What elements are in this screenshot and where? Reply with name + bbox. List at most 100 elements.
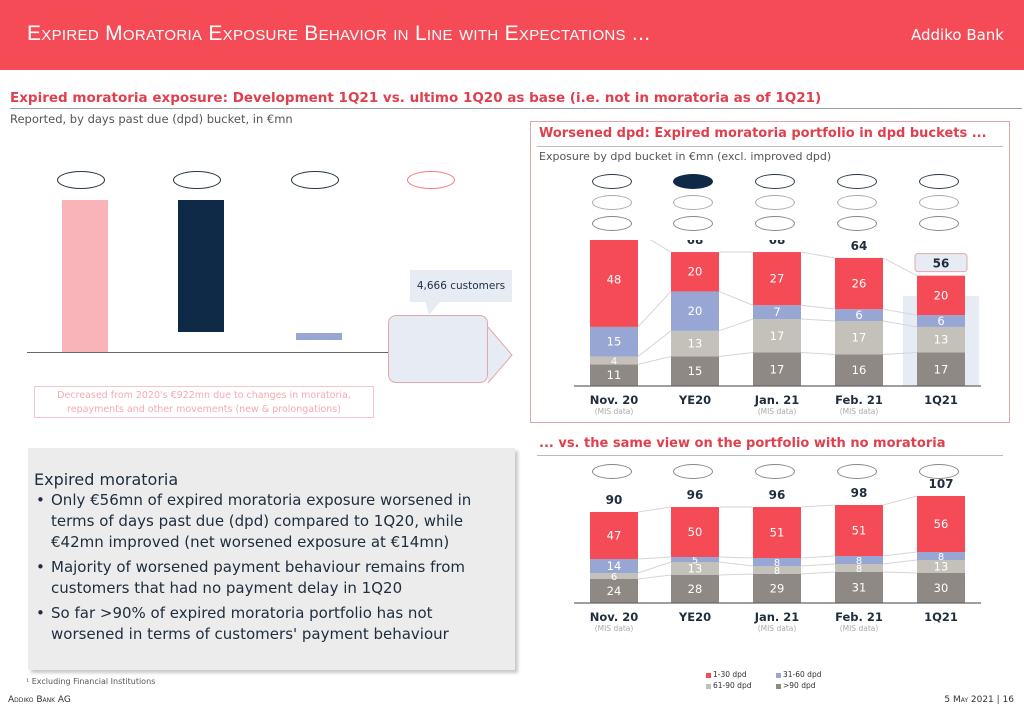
total-label: 96 <box>687 488 704 502</box>
connector-line <box>882 559 918 565</box>
bar-segment-61-90-dpd <box>753 566 801 574</box>
connector-line <box>649 240 672 253</box>
page-title: Expired Moratoria Exposure Behavior in L… <box>27 22 651 45</box>
metric-badge <box>592 464 632 479</box>
total-label: 96 <box>769 488 786 502</box>
connector-line <box>800 555 836 559</box>
metric-badge <box>837 216 877 231</box>
connector-line <box>637 574 672 580</box>
connector-line <box>800 304 836 310</box>
percentage-badge <box>407 171 455 189</box>
panel-subtitle: Exposure by dpd bucket in €mn (excl. imp… <box>539 150 832 163</box>
legend-item: 31-60 dpd <box>776 670 821 679</box>
metric-badge <box>755 195 795 210</box>
segment-value-label: 4 <box>611 356 617 367</box>
summary-bullet: Only €56mn of expired moratoria exposure… <box>34 490 509 553</box>
metric-badge <box>755 174 795 189</box>
worsened-dpd-panel <box>530 121 1010 423</box>
bar-segment--90-dpd <box>917 352 965 386</box>
legend-swatch <box>776 672 781 678</box>
metric-badge <box>673 216 713 231</box>
segment-value-label: 56 <box>934 517 949 531</box>
connector-line <box>800 318 836 322</box>
legend-swatch <box>706 683 711 689</box>
bar-segment-61-90-dpd <box>671 562 719 575</box>
segment-value-label: 28 <box>688 582 703 596</box>
category-label: YE20 <box>678 610 711 624</box>
summary-bullet: So far >90% of expired moratoria portfol… <box>34 603 509 645</box>
footer-company: Addiko Bank AG <box>8 695 71 705</box>
legend-swatch <box>706 672 711 678</box>
connector-line <box>637 355 672 365</box>
connector-line <box>882 571 918 574</box>
x-axis-line <box>27 352 494 353</box>
connector-line <box>718 561 754 567</box>
connector-line <box>637 561 672 574</box>
segment-value-label: 8 <box>774 566 780 577</box>
category-label: Nov. 20 <box>590 393 638 407</box>
connector-line <box>718 352 754 357</box>
category-label: Feb. 21 <box>835 610 883 624</box>
summary-title: Expired moratoria <box>34 470 179 489</box>
bar-segment-61-90-dpd <box>917 326 965 353</box>
bar-segment--90-dpd <box>590 364 638 386</box>
percentage-badge <box>291 171 339 189</box>
connector-line <box>800 251 836 259</box>
metric-badge <box>673 174 713 189</box>
legend-item: 1-30 dpd <box>706 670 747 679</box>
segment-value-label: 20 <box>934 288 949 302</box>
bar-segment-31-60-dpd <box>590 559 638 573</box>
bar-segment-61-90-dpd <box>671 330 719 357</box>
total-label: 56 <box>933 257 950 271</box>
segment-value-label: 8 <box>856 564 862 575</box>
bar-segment-61-90-dpd <box>590 573 638 579</box>
connector-line <box>637 506 672 513</box>
segment-value-label: 51 <box>770 526 785 540</box>
bar-segment-1-30-dpd <box>917 496 965 552</box>
segment-value-label: 51 <box>852 524 867 538</box>
bar-segment-1-30-dpd <box>835 505 883 556</box>
worsened-highlight-box <box>388 315 488 383</box>
legend-label: 61-90 dpd <box>713 681 752 690</box>
bar-segment--90-dpd <box>753 352 801 386</box>
total-highlight-box <box>914 253 968 273</box>
category-note: (MIS data) <box>840 407 879 416</box>
connector-line <box>637 291 672 328</box>
legend-label: 31-60 dpd <box>783 670 822 679</box>
bar-segment-61-90-dpd <box>590 356 638 365</box>
legend-item: >90 dpd <box>776 681 816 690</box>
bar-segment--90-dpd <box>671 356 719 386</box>
metric-badge <box>592 216 632 231</box>
segment-value-label: 48 <box>607 273 622 287</box>
connector-line <box>718 573 754 576</box>
metric-badge <box>837 195 877 210</box>
category-note: (MIS data) <box>758 407 797 416</box>
segment-value-label: 27 <box>770 272 785 286</box>
legend-label: >90 dpd <box>783 681 816 690</box>
bar-segment-1-30-dpd <box>753 507 801 558</box>
bar-stable-dpd <box>178 200 224 332</box>
category-note: (MIS data) <box>840 624 879 633</box>
category-note: (MIS data) <box>595 407 634 416</box>
bar-segment-31-60-dpd <box>835 556 883 564</box>
segment-value-label: 17 <box>770 362 785 376</box>
bar-segment--90-dpd <box>590 579 638 603</box>
segment-value-label: 29 <box>770 582 785 596</box>
legend-label: 1-30 dpd <box>713 670 747 679</box>
metric-badge <box>919 216 959 231</box>
connector-line <box>800 571 836 575</box>
bar-segment-31-60-dpd <box>671 557 719 562</box>
category-label: YE20 <box>678 393 711 407</box>
metric-badge <box>919 195 959 210</box>
category-label: Feb. 21 <box>835 393 883 407</box>
brand-logo: Addiko Bank <box>911 26 1004 44</box>
segment-value-label: 24 <box>607 584 622 598</box>
metric-badge <box>592 195 632 210</box>
category-note: (MIS data) <box>595 624 634 633</box>
panel-title: Worsened dpd: Expired moratoria portfoli… <box>539 126 987 141</box>
category-label: Nov. 20 <box>590 610 638 624</box>
callout-arrow-icon <box>487 326 513 384</box>
bar-segment--90-dpd <box>671 575 719 603</box>
segment-value-label: 8 <box>774 558 780 569</box>
